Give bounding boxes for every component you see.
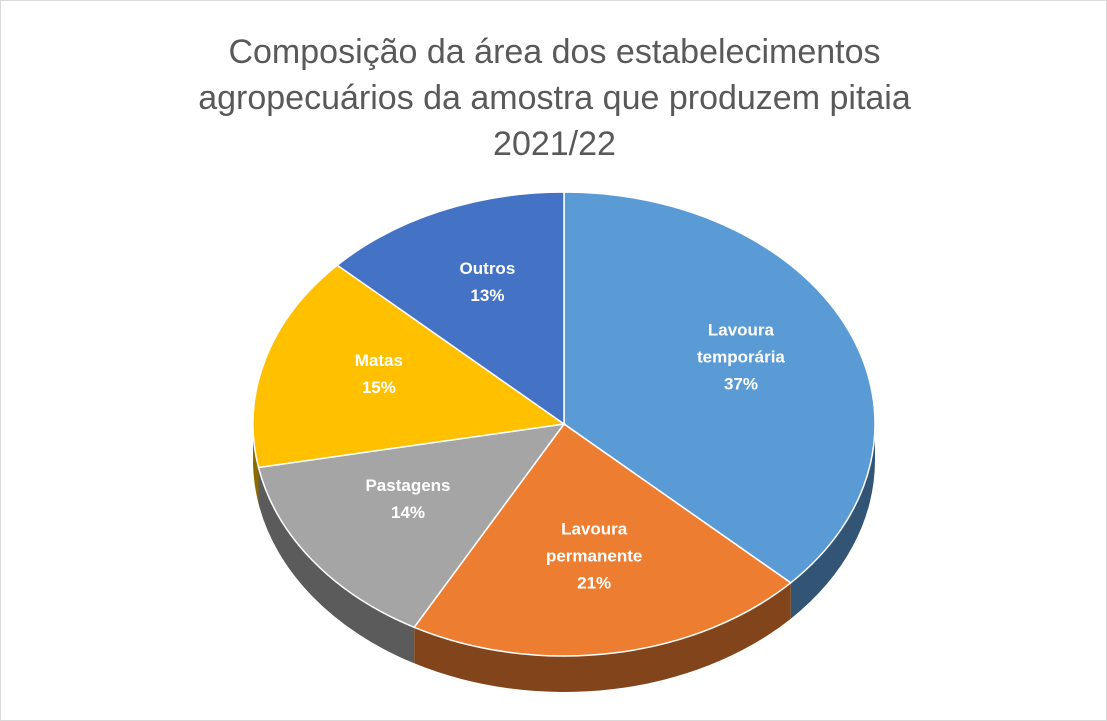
value-label: 13% — [470, 285, 505, 305]
data-label: Lavoura permanente 21% — [534, 516, 654, 597]
slice — [413, 422, 792, 657]
slice — [252, 264, 566, 469]
slice-side — [790, 424, 875, 619]
value-label: 21% — [577, 573, 612, 593]
data-label: Pastagens 14% — [348, 472, 468, 526]
data-label: Matas 15% — [319, 347, 439, 401]
slice-side — [414, 582, 791, 692]
category-label: Lavoura permanente — [545, 519, 643, 566]
value-label: 37% — [723, 374, 758, 394]
value-label: 14% — [390, 502, 426, 522]
data-label: Outros 13% — [427, 255, 547, 309]
slice-side — [253, 424, 259, 504]
data-label: Lavoura temporária 37% — [681, 316, 801, 397]
category-label: Matas — [354, 350, 403, 370]
slice — [336, 191, 565, 426]
category-label: Pastagens — [365, 475, 451, 495]
slice — [257, 423, 566, 629]
slice-side — [258, 467, 415, 664]
slice — [563, 191, 876, 584]
category-label: Lavoura temporária — [697, 320, 785, 367]
category-label: Outros — [459, 258, 516, 278]
value-label: 15% — [361, 377, 396, 397]
chart-title: Composição da área dos estabelecimentos … — [198, 33, 911, 163]
